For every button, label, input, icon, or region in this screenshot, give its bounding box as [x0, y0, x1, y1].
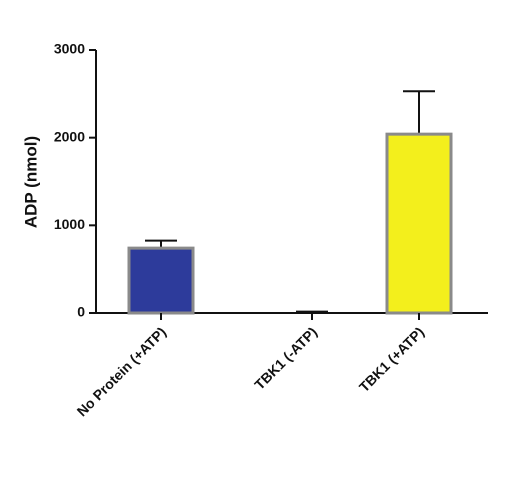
y-tick-label: 1000	[54, 216, 85, 232]
bar	[127, 246, 195, 315]
x-tick-label: TBK1 (+ATP)	[356, 324, 427, 395]
y-tick-label: 3000	[54, 41, 85, 57]
x-tick-label: TBK1 (-ATP)	[251, 324, 320, 393]
x-tick-label: No Protein (+ATP)	[74, 324, 170, 420]
y-tick-label: 2000	[54, 128, 85, 144]
bar	[385, 132, 453, 315]
y-axis-label: ADP (nmol)	[21, 136, 40, 228]
y-tick-label: 0	[77, 304, 85, 320]
